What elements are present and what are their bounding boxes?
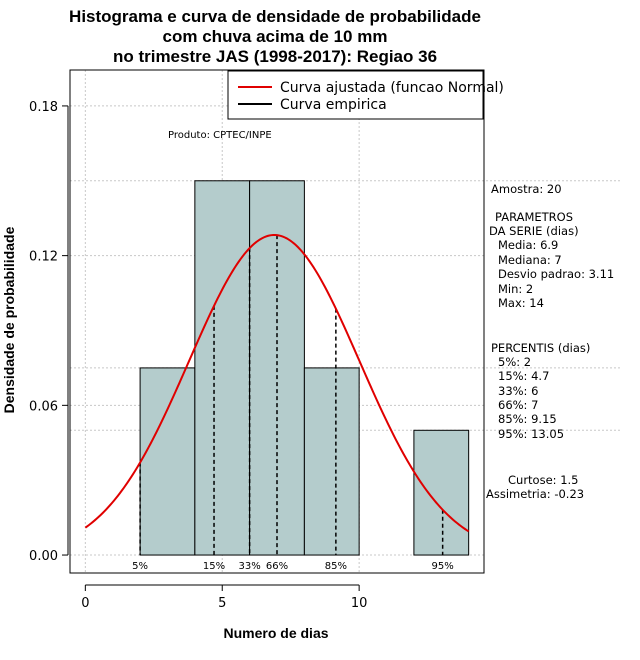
y-axis-label: Densidade de probabilidade bbox=[1, 226, 17, 413]
chart-title-line-1: Histograma e curva de densidade de proba… bbox=[69, 7, 481, 26]
stat-p66: 66%: 7 bbox=[498, 398, 538, 412]
y-tick-label: 0.00 bbox=[29, 549, 58, 564]
credit-text: Produto: CPTEC/INPE bbox=[168, 130, 272, 141]
stats-panel: Amostra: 20 PARAMETROS DA SERIE (dias) M… bbox=[486, 182, 614, 501]
stat-p15: 15%: 4.7 bbox=[498, 369, 549, 383]
percentile-label: 85% bbox=[325, 561, 347, 572]
axes: 0 5 10 0.00 0.06 0.12 0.18 bbox=[29, 100, 367, 611]
percentile-label: 95% bbox=[432, 561, 454, 572]
stat-max: Max: 14 bbox=[498, 296, 544, 310]
stat-p33: 33%: 6 bbox=[498, 384, 538, 398]
percentile-label: 5% bbox=[132, 561, 148, 572]
stat-assimetria: Assimetria: -0.23 bbox=[486, 487, 584, 501]
stat-parametros-sub: DA SERIE (dias) bbox=[489, 224, 579, 238]
stat-amostra: Amostra: 20 bbox=[491, 182, 562, 196]
x-axis-label: Numero de dias bbox=[223, 625, 328, 641]
percentile-label: 33% bbox=[239, 561, 261, 572]
stat-min: Min: 2 bbox=[498, 282, 533, 296]
stat-media: Media: 6.9 bbox=[498, 238, 558, 252]
histogram-bar bbox=[413, 429, 470, 556]
legend: Curva ajustada (funcao Normal) Curva emp… bbox=[227, 70, 504, 120]
x-tick-label: 10 bbox=[351, 596, 368, 611]
y-tick-label: 0.18 bbox=[29, 100, 58, 115]
stat-curtose: Curtose: 1.5 bbox=[508, 473, 578, 487]
percentile-lines bbox=[139, 235, 444, 556]
histogram-bar bbox=[139, 367, 196, 556]
x-tick-label: 5 bbox=[218, 596, 226, 611]
histogram-bar bbox=[303, 367, 360, 556]
legend-label-fitted: Curva ajustada (funcao Normal) bbox=[280, 80, 504, 96]
legend-label-empirical: Curva empirica bbox=[280, 97, 387, 113]
stat-p85: 85%: 9.15 bbox=[498, 412, 557, 426]
percentile-label: 66% bbox=[266, 561, 288, 572]
stat-mediana: Mediana: 7 bbox=[498, 253, 562, 267]
stat-parametros-title: PARAMETROS bbox=[495, 210, 573, 224]
legend-box bbox=[227, 70, 484, 120]
chart-title-line-3: no trimestre JAS (1998-2017): Regiao 36 bbox=[113, 47, 437, 66]
percentile-label: 15% bbox=[203, 561, 225, 572]
plot-frame bbox=[69, 69, 485, 574]
percentile-labels: 5% 15% 33% 66% 85% 95% bbox=[132, 561, 454, 572]
stat-p95: 95%: 13.05 bbox=[498, 427, 564, 441]
stat-p5: 5%: 2 bbox=[498, 355, 531, 369]
normal-curve-path bbox=[84, 233, 470, 533]
normal-curve bbox=[84, 233, 470, 533]
y-tick-label: 0.12 bbox=[29, 250, 58, 265]
y-tick-label: 0.06 bbox=[29, 399, 58, 414]
histogram-bar bbox=[194, 180, 251, 556]
x-tick-label: 0 bbox=[81, 596, 89, 611]
stat-percentis-title: PERCENTIS (dias) bbox=[491, 341, 590, 355]
stat-desvio: Desvio padrao: 3.11 bbox=[498, 267, 614, 281]
chart-title-line-2: com chuva acima de 10 mm bbox=[163, 27, 388, 46]
